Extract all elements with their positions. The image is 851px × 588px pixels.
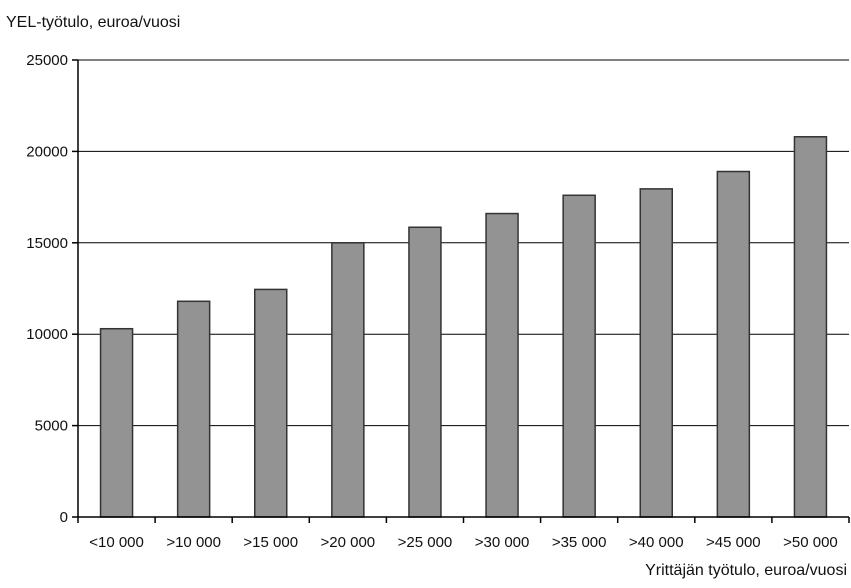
x-axis-title: Yrittäjän työtulo, euroa/vuosi: [645, 562, 847, 579]
x-tick-label: >15 000: [243, 534, 298, 551]
y-tick-labels: 0 5000 10000 15000 20000 25000: [26, 52, 68, 526]
x-tick-label: <10 000: [89, 534, 144, 551]
bar: [716, 170, 751, 518]
y-tick-label: 10000: [26, 326, 68, 343]
bar: [485, 212, 519, 518]
bar: [562, 194, 596, 518]
x-tick-label: >25 000: [398, 534, 453, 551]
axes: [72, 59, 850, 523]
y-axis-title: YEL-työtulo, euroa/vuosi: [6, 14, 181, 31]
x-tick-label: >45 000: [706, 534, 761, 551]
bar: [408, 226, 442, 518]
x-tick-labels: <10 000 >10 000 >15 000 >20 000 >25 000 >30 0…: [89, 534, 838, 551]
x-tick-label: >35 000: [552, 534, 607, 551]
bar: [254, 288, 288, 518]
x-tick-label: >50 000: [783, 534, 838, 551]
x-tick-label: >40 000: [629, 534, 684, 551]
y-tick-label: 15000: [26, 235, 68, 252]
x-tick-label: >30 000: [475, 534, 530, 551]
x-tick-label: >10 000: [166, 534, 221, 551]
bar: [331, 242, 365, 518]
x-tick-label: >20 000: [321, 534, 376, 551]
y-tick-label: 25000: [26, 52, 68, 69]
y-tick-label: 20000: [26, 143, 68, 160]
bar: [793, 136, 828, 518]
bar: [639, 188, 673, 518]
bar: [99, 327, 134, 518]
y-tick-label: 0: [60, 509, 68, 526]
bars: [99, 136, 828, 518]
bar: [176, 300, 211, 518]
y-tick-label: 5000: [35, 418, 68, 435]
